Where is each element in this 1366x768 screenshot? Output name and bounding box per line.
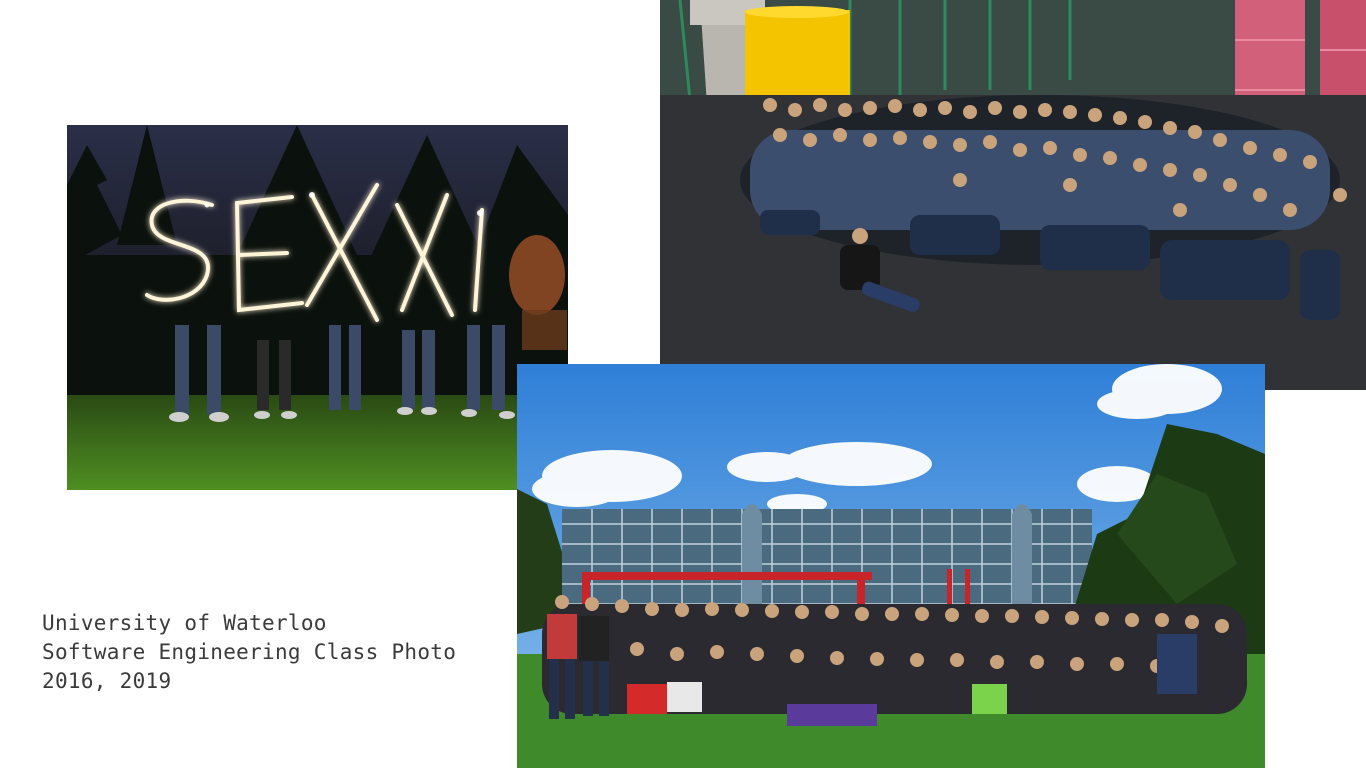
caption-university: University of Waterloo	[42, 611, 327, 635]
indoor-class-photo	[660, 0, 1366, 390]
light-lettering	[145, 183, 484, 322]
caption: University of Waterloo Software Engineer…	[42, 609, 456, 696]
light-painting-photo	[67, 125, 568, 490]
outdoor-class-photo	[517, 364, 1265, 768]
caption-years: 2016, 2019	[42, 669, 172, 693]
caption-title: Software Engineering Class Photo	[42, 640, 457, 664]
